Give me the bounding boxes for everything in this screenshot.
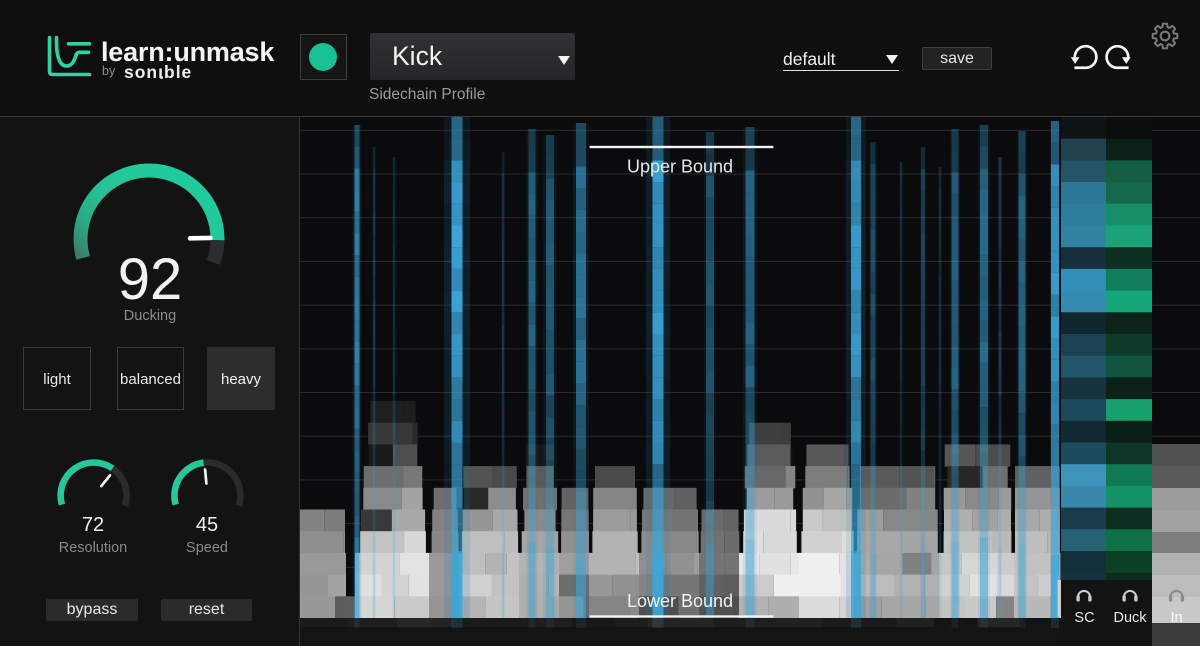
svg-text:Lower Bound: Lower Bound (627, 591, 733, 611)
svg-text:Upper Bound: Upper Bound (627, 157, 733, 177)
svg-text:Duck: Duck (1113, 610, 1147, 626)
svg-text:In: In (1170, 610, 1182, 626)
svg-text:SC: SC (1074, 610, 1094, 626)
